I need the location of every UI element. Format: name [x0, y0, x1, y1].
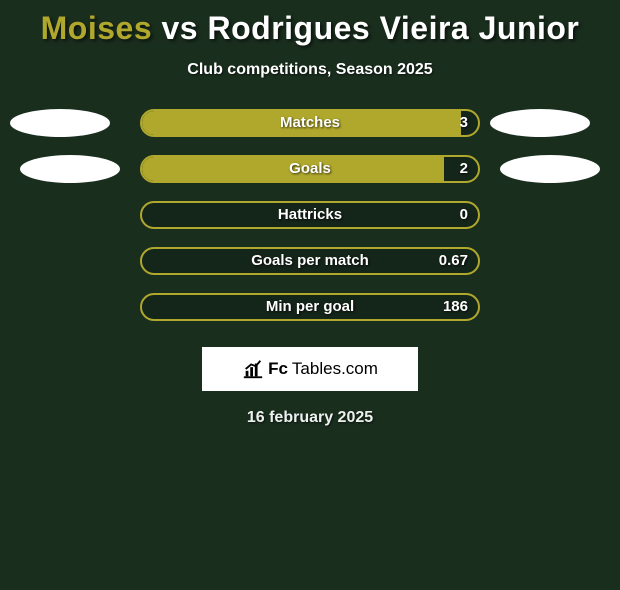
side-ellipse	[500, 155, 600, 183]
stat-label: Hattricks	[142, 203, 478, 227]
side-ellipse	[490, 109, 590, 137]
stat-bar: Goals per match0.67	[140, 247, 480, 275]
stat-row: Matches3	[0, 109, 620, 137]
stat-row: Goals2	[0, 155, 620, 183]
chart-icon	[242, 358, 264, 380]
stat-value: 186	[443, 295, 468, 319]
stat-bar-fill	[142, 157, 444, 181]
stat-value: 0	[460, 203, 468, 227]
subtitle: Club competitions, Season 2025	[0, 61, 620, 79]
stats-container: Matches3Goals2Hattricks0Goals per match0…	[0, 109, 620, 321]
stat-bar-fill	[142, 111, 461, 135]
stat-bar: Goals2	[140, 155, 480, 183]
stat-value: 2	[460, 157, 468, 181]
stat-value: 0.67	[439, 249, 468, 273]
stat-label: Min per goal	[142, 295, 478, 319]
stat-row: Min per goal186	[0, 293, 620, 321]
stat-bar: Hattricks0	[140, 201, 480, 229]
brand-strong: Fc	[268, 359, 288, 379]
stat-row: Hattricks0	[0, 201, 620, 229]
date-label: 16 february 2025	[0, 409, 620, 427]
stat-bar: Matches3	[140, 109, 480, 137]
brand-box: FcTables.com	[202, 347, 418, 391]
vs-separator: vs	[152, 10, 207, 46]
page-title: Moises vs Rodrigues Vieira Junior	[0, 10, 620, 47]
player1-name: Moises	[41, 10, 152, 46]
stat-bar: Min per goal186	[140, 293, 480, 321]
player2-name: Rodrigues Vieira Junior	[207, 10, 579, 46]
brand-light: Tables.com	[292, 359, 378, 379]
side-ellipse	[10, 109, 110, 137]
side-ellipse	[20, 155, 120, 183]
stat-row: Goals per match0.67	[0, 247, 620, 275]
stat-label: Goals per match	[142, 249, 478, 273]
